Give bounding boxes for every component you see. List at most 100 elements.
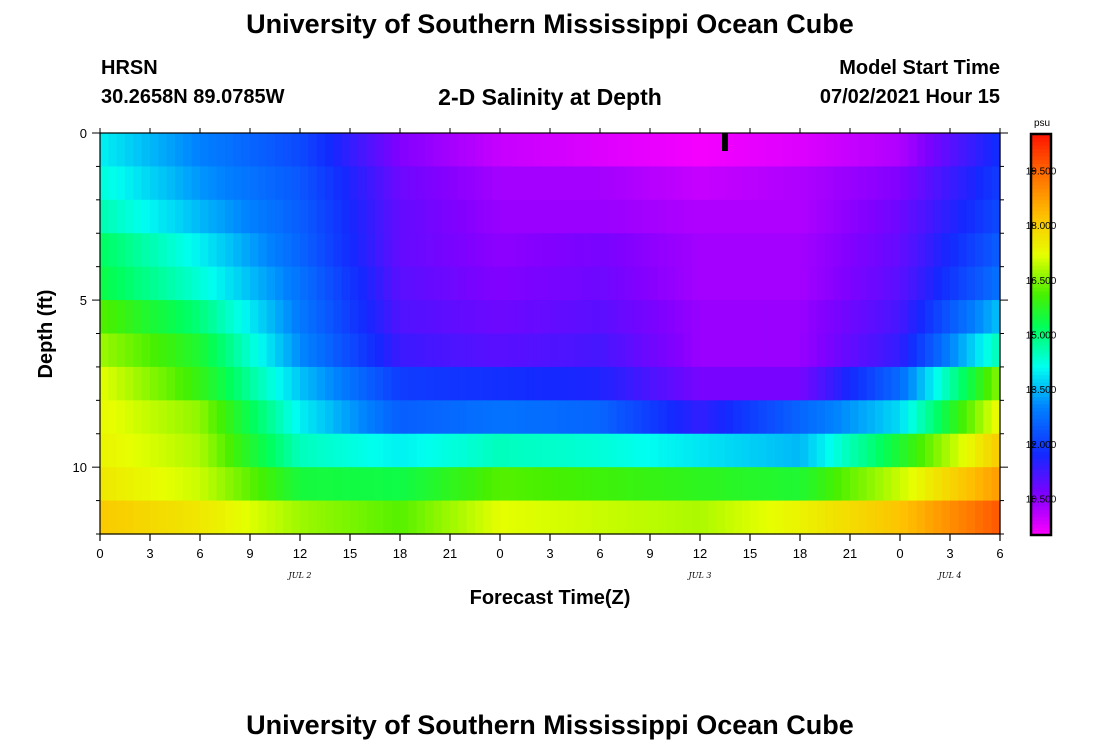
heatmap-cell [975,366,984,401]
heatmap-cell [566,266,576,301]
heatmap-cell [741,366,751,401]
heatmap-cell [625,467,634,502]
heatmap-cell [816,500,826,535]
heatmap-cell [116,467,126,502]
colorbar-segment [1031,465,1051,470]
colorbar-segment [1031,451,1051,456]
heatmap-cell [683,233,693,268]
heatmap-cell [158,166,168,201]
x-tick-label: 6 [596,546,603,561]
colorbar-segment [1031,418,1051,423]
x-tick-label: 0 [496,546,503,561]
heatmap-cell [558,467,568,502]
heatmap-cell [883,300,893,335]
heatmap-cell [650,467,659,502]
heatmap-cell [658,467,668,502]
heatmap-cell [991,300,1001,335]
heatmap-cell [550,199,559,234]
colorbar-segment [1031,389,1051,394]
colorbar-segment [1031,221,1051,226]
heatmap-cell [383,233,393,268]
heatmap-cell [325,467,334,502]
x-axis-title: Forecast Time(Z) [470,587,631,609]
heatmap-cell [300,266,309,301]
heatmap-cell [900,467,909,502]
heatmap-cell [183,400,193,435]
heatmap-cell [391,433,401,468]
heatmap-cell [558,366,568,401]
heatmap-cell [241,333,251,368]
heatmap-cell [508,333,518,368]
heatmap-cell [908,300,918,335]
heatmap-cell [333,166,343,201]
heatmap-cell [458,467,468,502]
heatmap-cell [516,199,526,234]
heatmap-cell [425,467,434,502]
heatmap-cell [658,166,668,201]
heatmap-cell [591,133,601,168]
heatmap-cell [450,133,459,168]
colorbar-segment [1031,261,1051,266]
heatmap-cell [983,366,993,401]
heatmap-cell [658,233,668,268]
heatmap-cell [858,266,868,301]
colorbar-segment [1031,312,1051,317]
current-time-marker [722,133,728,151]
heatmap-cell [683,333,693,368]
heatmap-cell [258,333,268,368]
heatmap-cell [633,133,643,168]
heatmap-cell [883,500,893,535]
heatmap-cell [350,433,359,468]
heatmap-cell [691,366,701,401]
heatmap-cell [266,400,276,435]
heatmap-cell [333,333,343,368]
heatmap-cell [733,133,743,168]
heatmap-cell [116,366,126,401]
heatmap-cell [108,300,118,335]
heatmap-cell [641,433,651,468]
heatmap-cell [191,300,201,335]
heatmap-cell [825,366,834,401]
heatmap-cell [300,366,309,401]
heatmap-cell [483,199,493,234]
heatmap-cell [741,233,751,268]
heatmap-cell [491,166,501,201]
heatmap-cell [766,500,776,535]
heatmap-cell [100,300,109,335]
heatmap-cell [191,500,201,535]
heatmap-cell [500,199,509,234]
heatmap-cell [416,166,426,201]
heatmap-cell [450,266,459,301]
colorbar-segment [1031,250,1051,255]
heatmap-cell [400,400,409,435]
heatmap-cell [916,366,926,401]
heatmap-cell [758,400,768,435]
heatmap-cell [683,199,693,234]
heatmap-cell [866,366,876,401]
heatmap-cell [808,166,818,201]
heatmap-cell [325,133,334,168]
heatmap-cell [916,199,926,234]
colorbar-segment [1031,352,1051,357]
heatmap-cell [783,300,793,335]
heatmap-cell [675,199,684,234]
heatmap-cell [666,266,676,301]
heatmap-cell [325,266,334,301]
heatmap-cell [633,300,643,335]
heatmap-cell [883,467,893,502]
heatmap-cell [900,500,909,535]
heatmap-cell [883,166,893,201]
heatmap-cell [125,500,134,535]
heatmap-cell [191,199,201,234]
heatmap-cell [833,500,843,535]
heatmap-cell [750,300,759,335]
heatmap-cell [283,266,293,301]
colorbar-segment [1031,487,1051,492]
heatmap-cell [458,233,468,268]
heatmap-cell [500,433,509,468]
heatmap-cell [158,233,168,268]
heatmap-cell [900,266,909,301]
heatmap-cell [425,199,434,234]
heatmap-cell [666,233,676,268]
heatmap-cell [891,400,901,435]
